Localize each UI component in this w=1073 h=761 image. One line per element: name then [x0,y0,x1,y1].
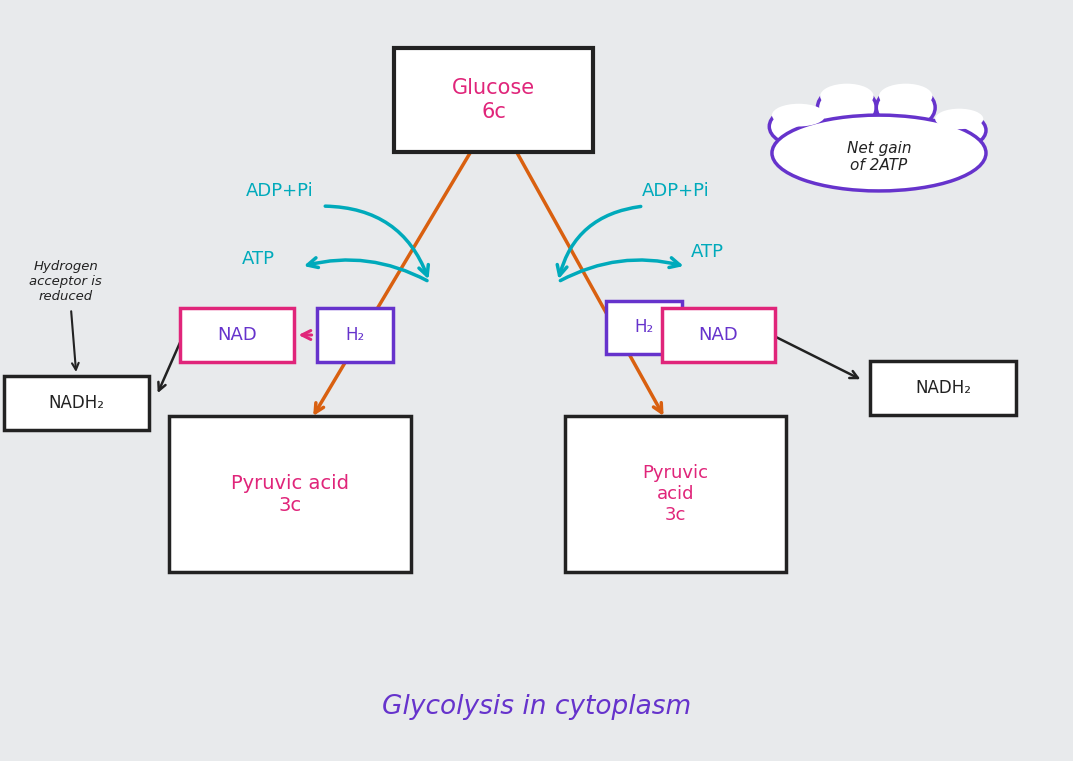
Text: ATP: ATP [691,243,724,260]
Text: Pyruvic
acid
3c: Pyruvic acid 3c [643,464,708,524]
Ellipse shape [769,107,828,145]
Ellipse shape [877,87,936,129]
Text: NAD: NAD [217,326,256,344]
Text: NADH₂: NADH₂ [915,379,971,397]
Text: ADP+Pi: ADP+Pi [642,182,709,200]
Ellipse shape [879,84,932,109]
Text: Pyruvic acid
3c: Pyruvic acid 3c [232,474,350,514]
Text: NADH₂: NADH₂ [48,394,104,412]
Text: Net gain
of 2ATP: Net gain of 2ATP [847,141,911,173]
FancyBboxPatch shape [565,416,785,572]
Text: ATP: ATP [241,250,275,268]
FancyBboxPatch shape [180,308,294,362]
Text: Glucose
6c: Glucose 6c [452,78,535,122]
Ellipse shape [771,103,825,126]
Text: Hydrogen
acceptor is
reduced: Hydrogen acceptor is reduced [29,260,102,304]
FancyBboxPatch shape [870,361,1016,415]
Ellipse shape [771,115,986,191]
FancyBboxPatch shape [317,308,393,362]
Text: ADP+Pi: ADP+Pi [246,182,313,200]
FancyBboxPatch shape [394,49,593,151]
Ellipse shape [818,87,877,129]
Text: H₂: H₂ [344,326,364,344]
Text: H₂: H₂ [634,318,653,336]
FancyBboxPatch shape [3,377,149,430]
FancyBboxPatch shape [170,416,411,572]
Text: Glycolysis in cytoplasm: Glycolysis in cytoplasm [382,693,691,720]
Text: NAD: NAD [699,326,738,344]
Ellipse shape [932,113,986,148]
FancyBboxPatch shape [662,308,775,362]
Ellipse shape [820,84,873,109]
Ellipse shape [936,109,983,129]
FancyBboxPatch shape [605,301,681,355]
